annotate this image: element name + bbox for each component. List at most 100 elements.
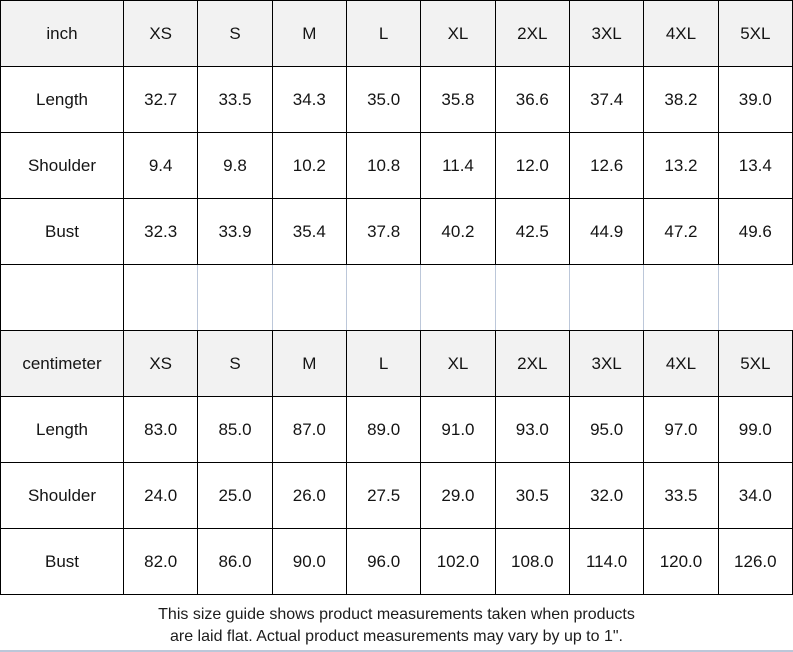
note-line-2: are laid flat. Actual product measuremen… <box>169 628 623 645</box>
measure-value-cell: 91.0 <box>420 396 496 463</box>
measure-value-cell: 82.0 <box>122 528 199 595</box>
measure-value-cell: 33.5 <box>643 462 719 529</box>
spacer-cell <box>420 264 496 331</box>
spacer-cell <box>0 264 124 331</box>
measure-value-cell: 10.8 <box>345 132 422 199</box>
measure-value-cell: 32.0 <box>568 462 645 529</box>
size-col-header: 5XL <box>717 330 793 397</box>
measure-value-cell: 24.0 <box>122 462 199 529</box>
measure-value-cell: 49.6 <box>717 198 793 265</box>
measure-value-cell: 126.0 <box>717 528 793 595</box>
measure-value-cell: 90.0 <box>271 528 347 595</box>
measure-row-label: Length <box>0 396 124 463</box>
header-row-inch: inch XS S M L XL 2XL 3XL 4XL 5XL <box>0 0 793 67</box>
measure-value-cell: 37.4 <box>568 66 645 133</box>
size-col-header: XL <box>420 0 496 67</box>
measure-value-cell: 13.4 <box>717 132 793 199</box>
measure-value-cell: 120.0 <box>643 528 719 595</box>
measure-value-cell: 102.0 <box>420 528 496 595</box>
size-col-header: L <box>345 0 422 67</box>
measure-row-length: Length 32.7 33.5 34.3 35.0 35.8 36.6 37.4 38.2 39… <box>0 66 793 133</box>
measure-value-cell: 25.0 <box>197 462 273 529</box>
measure-value-cell: 35.0 <box>345 66 422 133</box>
measure-value-cell: 29.0 <box>420 462 496 529</box>
measure-value-cell: 12.6 <box>568 132 645 199</box>
measure-value-cell: 33.5 <box>197 66 273 133</box>
measure-row-bust: Bust 32.3 33.9 35.4 37.8 40.2 42.5 44.9 47.2 49.6 <box>0 198 793 265</box>
unit-label-cell: centimeter <box>0 330 124 397</box>
size-col-header: 3XL <box>568 330 645 397</box>
measure-row-length: Length 83.0 85.0 87.0 89.0 91.0 93.0 95.0 97.0 99… <box>0 396 793 463</box>
size-guide-note: This size guide shows product measuremen… <box>0 595 793 648</box>
measure-value-cell: 99.0 <box>717 396 793 463</box>
size-col-header: XL <box>420 330 496 397</box>
measure-value-cell: 108.0 <box>494 528 570 595</box>
measure-value-cell: 34.0 <box>717 462 793 529</box>
size-col-header: 2XL <box>494 330 570 397</box>
measure-value-cell: 9.8 <box>197 132 273 199</box>
measure-value-cell: 30.5 <box>494 462 570 529</box>
measure-value-cell: 12.0 <box>494 132 570 199</box>
measure-row-shoulder: Shoulder 24.0 25.0 26.0 27.5 29.0 30.5 32.0 33.5… <box>0 462 793 529</box>
spacer-cell <box>122 264 199 331</box>
size-col-header: XS <box>122 330 199 397</box>
measure-value-cell: 86.0 <box>197 528 273 595</box>
measure-value-cell: 33.9 <box>197 198 273 265</box>
measure-value-cell: 10.2 <box>271 132 347 199</box>
spacer-cell <box>643 264 719 331</box>
measure-value-cell: 35.4 <box>271 198 347 265</box>
measure-value-cell: 32.7 <box>122 66 199 133</box>
spacer-cell <box>568 264 645 331</box>
measure-value-cell: 27.5 <box>345 462 422 529</box>
spacer-cell <box>717 264 793 331</box>
measure-value-cell: 44.9 <box>568 198 645 265</box>
measure-value-cell: 13.2 <box>643 132 719 199</box>
measure-value-cell: 47.2 <box>643 198 719 265</box>
measure-value-cell: 34.3 <box>271 66 347 133</box>
size-col-header: 2XL <box>494 0 570 67</box>
measure-value-cell: 95.0 <box>568 396 645 463</box>
size-col-header: S <box>197 330 273 397</box>
measure-value-cell: 87.0 <box>271 396 347 463</box>
measure-value-cell: 97.0 <box>643 396 719 463</box>
measure-row-bust: Bust 82.0 86.0 90.0 96.0 102.0 108.0 114.0 120.0… <box>0 528 793 595</box>
size-col-header: M <box>271 330 347 397</box>
size-col-header: L <box>345 330 422 397</box>
measure-row-label: Bust <box>0 528 124 595</box>
note-line-1: This size guide shows product measuremen… <box>158 606 635 623</box>
spacer-cell <box>197 264 273 331</box>
measure-row-shoulder: Shoulder 9.4 9.8 10.2 10.8 11.4 12.0 12.6 13.2 13… <box>0 132 793 199</box>
spacer-cell <box>271 264 347 331</box>
measure-value-cell: 38.2 <box>643 66 719 133</box>
measure-row-label: Length <box>0 66 124 133</box>
size-col-header: M <box>271 0 347 67</box>
measure-value-cell: 93.0 <box>494 396 570 463</box>
measure-value-cell: 89.0 <box>345 396 422 463</box>
header-row-centimeter: centimeter XS S M L XL 2XL 3XL 4XL 5XL <box>0 330 793 397</box>
measure-value-cell: 42.5 <box>494 198 570 265</box>
size-col-header: 3XL <box>568 0 645 67</box>
unit-label-cell: inch <box>0 0 124 67</box>
measure-row-label: Bust <box>0 198 124 265</box>
size-col-header: 4XL <box>643 330 719 397</box>
size-col-header: XS <box>122 0 199 67</box>
spacer-cell <box>345 264 422 331</box>
measure-value-cell: 36.6 <box>494 66 570 133</box>
measure-value-cell: 35.8 <box>420 66 496 133</box>
measure-value-cell: 9.4 <box>122 132 199 199</box>
measure-value-cell: 11.4 <box>420 132 496 199</box>
spacer-row <box>0 264 793 331</box>
size-col-header: 5XL <box>717 0 793 67</box>
measure-value-cell: 37.8 <box>345 198 422 265</box>
measure-row-label: Shoulder <box>0 462 124 529</box>
measure-value-cell: 32.3 <box>122 198 199 265</box>
measure-value-cell: 39.0 <box>717 66 793 133</box>
measure-value-cell: 96.0 <box>345 528 422 595</box>
spacer-cell <box>494 264 570 331</box>
size-guide-table: inch XS S M L XL 2XL 3XL 4XL 5XL Length 32.7 33.5 34.… <box>0 0 793 595</box>
size-col-header: S <box>197 0 273 67</box>
measure-value-cell: 114.0 <box>568 528 645 595</box>
size-col-header: 4XL <box>643 0 719 67</box>
measure-value-cell: 83.0 <box>122 396 199 463</box>
